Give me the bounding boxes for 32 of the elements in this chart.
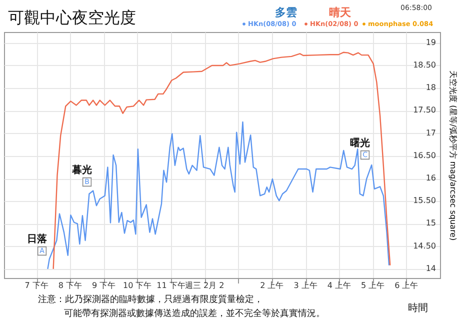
x-tick-label: 4 上午	[327, 281, 351, 290]
y-tick-label: 14.50	[413, 241, 436, 250]
y-tick-label: 16	[426, 174, 436, 183]
x-tick-label: 10 下午	[123, 281, 152, 290]
x-tick-label: 11 下午	[156, 281, 186, 290]
x-tick-label: 7 下午	[24, 281, 48, 290]
annotation: 暮光	[71, 164, 92, 176]
text: 晴天	[329, 6, 352, 19]
y-tick-label: 15	[426, 218, 436, 228]
annotation: 日落	[27, 233, 48, 245]
annotation: 曙光	[350, 137, 370, 149]
x-tick-label: 2 上午	[260, 281, 284, 290]
x-tick-label: 3 上午	[294, 281, 318, 290]
y-tick-label: 18	[426, 83, 436, 92]
x-tick-label: 週三 2月 2	[184, 281, 224, 290]
x-tick-label: 6 上午	[394, 281, 418, 290]
y-tick-label: 17	[426, 128, 436, 138]
text: 注意：此乃探測器的臨時數據，只經過有限度質量檢定，	[38, 294, 263, 305]
x-tick-label: 8 下午	[58, 281, 82, 290]
chart-title: 可觀中心夜空光度	[8, 8, 136, 27]
y-tick-label: 18.50	[413, 60, 436, 70]
y-tick-label: 17.50	[413, 106, 436, 115]
text: 可能帶有探測器或數據傳送造成的誤差，並不完全等於真實情況。	[64, 308, 325, 319]
y-tick-label: 15.50	[413, 196, 436, 206]
x-tick-label: 9 下午	[92, 281, 116, 290]
y-axis-title: 天空光度 (星等/弧秒平方 mag/arcsec square)	[448, 70, 458, 241]
text: 多雲	[275, 6, 297, 19]
y-tick-label: 16.50	[413, 150, 436, 160]
y-tick-label: 14	[426, 264, 436, 273]
x-axis-title: 時間	[408, 302, 428, 314]
y-tick-label: 19	[426, 38, 436, 47]
x-tick-label: 5 上午	[360, 281, 385, 290]
